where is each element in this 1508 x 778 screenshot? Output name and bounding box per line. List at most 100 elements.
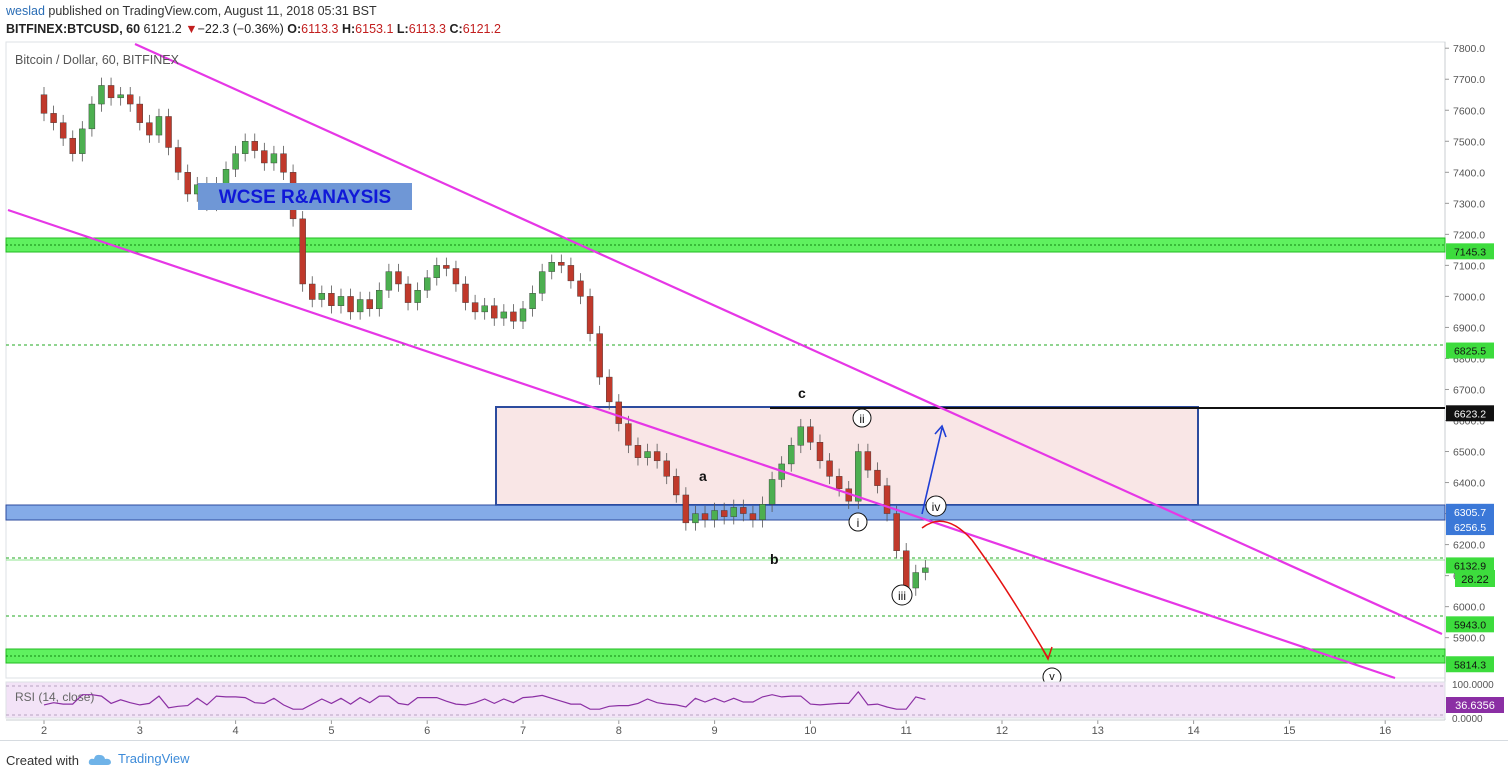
main-pane[interactable] (5, 41, 1446, 679)
symbol-line: BITFINEX:BTCUSD, 60 6121.2 ▼−22.3 (−0.36… (6, 22, 501, 36)
candle-body (414, 289, 421, 303)
last-price: 6121.2 (143, 22, 182, 36)
wave-circle-iv (925, 495, 947, 517)
candle-body (615, 401, 622, 424)
candle-body (50, 113, 57, 123)
wave-v-projection-path (921, 520, 1049, 659)
candle-body (328, 293, 335, 306)
price-label-badge (1446, 342, 1494, 359)
y-tick-label: 7200.0 (1453, 229, 1485, 241)
candle-body (596, 333, 603, 378)
rsi-tick-100: 100.0000 (1452, 680, 1494, 691)
candle-body (462, 283, 469, 303)
candle-body (443, 265, 450, 269)
price-label-badge (1446, 616, 1494, 633)
candle-body (471, 302, 479, 313)
candles (40, 77, 929, 596)
candle-body (567, 265, 575, 282)
candle-body (653, 451, 661, 462)
candle-body (127, 94, 134, 105)
candle-body (768, 479, 776, 505)
price-chart[interactable]: 5900.06000.06100.06200.06300.06400.06500… (0, 40, 1508, 740)
rsi-tick-0: 0.0000 (1452, 714, 1483, 725)
price-label-badge (1446, 557, 1494, 574)
price-label-badge (1446, 243, 1494, 260)
candle-body (874, 469, 881, 486)
price-label-badge (1446, 519, 1494, 536)
candle-body (720, 510, 728, 517)
price-axis[interactable] (1445, 42, 1508, 720)
candle-body (318, 293, 326, 300)
rsi-line (43, 690, 926, 710)
x-tick-label: 15 (1283, 725, 1295, 737)
y-tick-label: 7500.0 (1453, 136, 1485, 148)
price-label-text: 6256.5 (1454, 522, 1486, 534)
x-tick-label: 13 (1092, 725, 1104, 737)
channel-lower-line (7, 208, 1396, 680)
price-label-text: 6825.5 (1454, 346, 1486, 358)
footer-bar: Created with TradingView (0, 740, 1508, 778)
author-link[interactable]: weslad (6, 4, 45, 18)
candle-body (174, 147, 182, 173)
candle-body (280, 153, 287, 173)
tradingview-logo[interactable]: TradingView (88, 751, 190, 766)
tradingview-brand: TradingView (118, 751, 190, 766)
candle-body (577, 280, 584, 297)
candle-body (548, 262, 555, 272)
created-with-text: Created with (6, 753, 79, 768)
price-label-text: 6132.9 (1454, 560, 1486, 572)
wave-iv-up-arrow (921, 427, 943, 515)
y-tick-label: 6900.0 (1453, 322, 1485, 334)
candle-body (165, 116, 172, 148)
close-value: 6121.2 (462, 22, 501, 36)
price-label-text: 7145.3 (1454, 246, 1486, 258)
candle-body (98, 85, 105, 105)
wave-v-arrowhead-icon (1041, 646, 1053, 661)
candle-body (146, 122, 153, 136)
candle-body (855, 451, 862, 502)
candle-body (893, 513, 900, 552)
candle-body (136, 103, 144, 123)
candle-body (788, 445, 795, 465)
candle-body (711, 510, 718, 520)
tradingview-cloud-icon (88, 754, 111, 765)
chart-header: weslad published on TradingView.com, Aug… (0, 0, 1508, 42)
candle-body (222, 168, 230, 185)
wave-label-c: c (798, 385, 806, 401)
candle-body (673, 476, 680, 496)
candle-body (107, 85, 115, 99)
x-tick-label: 7 (520, 725, 526, 737)
candle-body (606, 376, 613, 403)
low-label: L: (396, 22, 409, 36)
wave-label-iii: iii (898, 589, 906, 603)
candle-body (510, 311, 517, 322)
y-tick-label: 6200.0 (1453, 540, 1485, 552)
rsi-value: 36.6356 (1455, 700, 1495, 712)
wave-label-ii: ii (859, 412, 864, 426)
candle-body (481, 305, 488, 313)
current-value-badge (1455, 570, 1495, 587)
candle-body (692, 513, 699, 524)
y-tick-label: 7800.0 (1453, 43, 1485, 55)
candle-body (491, 305, 498, 319)
candle-body (644, 451, 651, 458)
candle-body (232, 153, 239, 170)
wave-circle-iii (891, 584, 913, 606)
candle-body (922, 567, 929, 573)
candle-body (270, 153, 278, 164)
candle-body (299, 218, 306, 285)
candle-body (337, 296, 345, 306)
candle-body (356, 299, 364, 313)
price-labels: 7145.3 6825.5 6623.2 6305.7 6256.5 6132.9 5943… (1446, 243, 1494, 673)
candle-body (395, 271, 402, 285)
candle-body (433, 265, 440, 278)
rsi-pane[interactable] (5, 681, 1446, 719)
candle-body (634, 445, 642, 458)
y-tick-label: 7300.0 (1453, 198, 1485, 210)
x-tick-label: 11 (900, 725, 911, 737)
candle-body (826, 460, 833, 477)
candle-body (663, 460, 670, 477)
price-label-text: 6623.2 (1454, 408, 1486, 420)
candle-body (816, 442, 824, 462)
candle-body (538, 271, 546, 294)
